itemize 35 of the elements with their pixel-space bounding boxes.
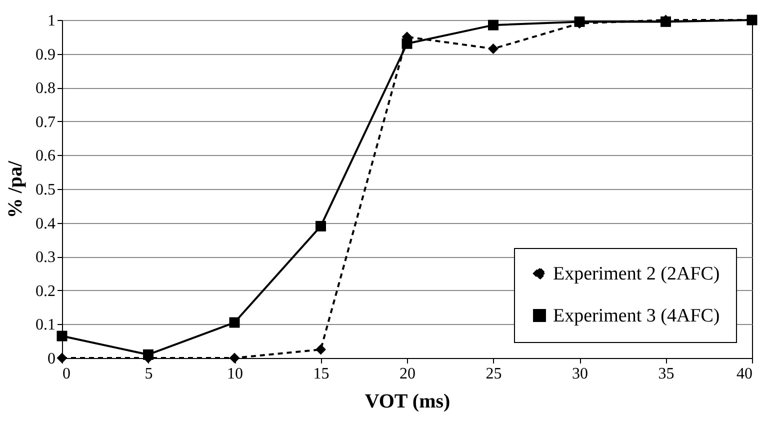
x-tick-label: 20 — [400, 366, 416, 382]
point — [143, 349, 154, 360]
y-tick-label: 0.4 — [36, 215, 56, 232]
point — [229, 352, 240, 364]
point — [402, 38, 412, 49]
point — [56, 352, 68, 364]
y-tick-label: 0 — [48, 350, 56, 368]
point — [316, 220, 326, 232]
y-tick-label: 0.2 — [36, 282, 56, 300]
y-tick-label: 0.8 — [36, 80, 56, 98]
legend-label: Experiment 2 (2AFC) — [553, 264, 720, 284]
x-tick-label: 5 — [144, 366, 153, 382]
y-tick-label: 0.7 — [36, 114, 56, 131]
x-tick-label: 30 — [572, 366, 588, 382]
x-tick-label: 10 — [227, 366, 243, 382]
y-axis-title: % /pa/ — [4, 160, 26, 218]
y-tick-label: 0.1 — [36, 316, 56, 334]
x-tick-label: 25 — [486, 366, 502, 382]
y-tick-label: 0.3 — [36, 249, 56, 266]
point — [488, 43, 498, 54]
point — [229, 317, 240, 328]
x-axis-title: VOT (ms) — [364, 390, 450, 412]
point — [488, 20, 498, 30]
y-tick-label: 0.6 — [36, 148, 56, 165]
point — [56, 330, 68, 342]
point — [746, 14, 758, 26]
point — [316, 344, 326, 355]
x-tick-label: 35 — [658, 366, 674, 382]
y-tick-label: 0.5 — [36, 182, 56, 198]
y-tick-label: 0.9 — [36, 46, 56, 64]
x-tick-label: 0 — [62, 366, 70, 382]
x-tick-label: 15 — [313, 366, 330, 382]
x-tick-label: 40 — [736, 366, 752, 382]
y-tick-label: 1 — [48, 12, 56, 30]
legend-label: Experiment 3 (4AFC) — [553, 306, 720, 326]
